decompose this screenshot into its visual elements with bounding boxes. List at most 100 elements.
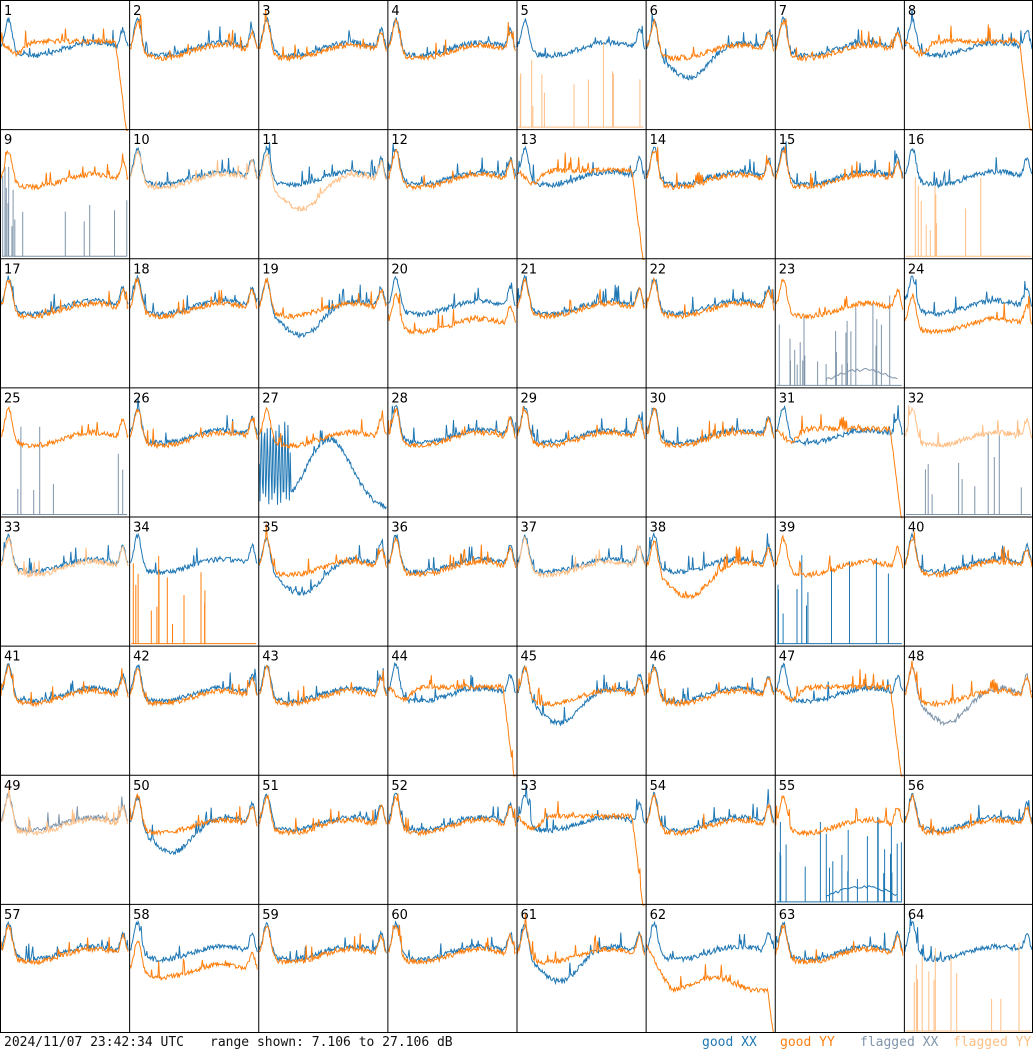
good-yy-series xyxy=(387,292,516,336)
panel-label: 61 xyxy=(521,908,538,923)
panel: 50 xyxy=(129,779,258,856)
good-xx-series xyxy=(387,404,516,446)
panel-label: 63 xyxy=(779,908,796,923)
good-yy-series xyxy=(775,414,903,519)
good-yy-series xyxy=(258,793,387,836)
panel: 41 xyxy=(0,650,129,708)
panel-label: 48 xyxy=(908,650,925,665)
panel: 34 xyxy=(129,521,258,645)
panel-label: 20 xyxy=(391,262,408,277)
panel: 31 xyxy=(775,391,904,519)
good-xx-series xyxy=(258,421,387,510)
good-yy-series xyxy=(258,524,387,578)
panel: 23 xyxy=(775,262,904,386)
panel-label: 11 xyxy=(262,133,279,148)
panel: 62 xyxy=(646,908,775,1033)
panel-label: 4 xyxy=(391,4,399,19)
good-yy-series xyxy=(129,940,258,982)
panel: 10 xyxy=(129,133,258,190)
panel: 52 xyxy=(387,779,516,837)
panel-label: 1 xyxy=(4,4,12,19)
flagged-xx-series xyxy=(2,166,128,257)
panel-label: 15 xyxy=(779,133,796,148)
legend-flagged-xx: flagged XX xyxy=(860,1035,939,1050)
panel-label: 44 xyxy=(391,650,408,665)
good-xx-series xyxy=(646,14,775,81)
panel-label: 40 xyxy=(908,521,925,536)
panel-label: 29 xyxy=(521,391,538,406)
good-yy-series xyxy=(775,794,904,838)
good-yy-series xyxy=(775,278,904,320)
good-yy-series xyxy=(259,664,387,708)
good-yy-series xyxy=(129,792,258,836)
panel: 43 xyxy=(258,650,387,708)
panel: 26 xyxy=(129,391,258,450)
good-yy-series xyxy=(517,913,646,965)
panel: 3 xyxy=(258,4,387,62)
good-xx-series xyxy=(646,663,775,705)
panel: 19 xyxy=(258,262,387,339)
panel: 38 xyxy=(646,521,775,600)
panel-label: 23 xyxy=(779,262,796,277)
good-yy-series xyxy=(775,534,904,579)
panel-label: 46 xyxy=(650,650,667,665)
panel-label: 8 xyxy=(908,4,916,19)
panel-label: 31 xyxy=(779,391,796,406)
panel-label: 7 xyxy=(779,4,787,19)
good-yy-series xyxy=(775,18,904,63)
panel-label: 6 xyxy=(650,4,658,19)
panel: 17 xyxy=(0,262,129,321)
panel-label: 54 xyxy=(650,779,667,794)
timestamp-label: 2024/11/07 23:42:34 UTC xyxy=(4,1035,185,1050)
panel: 56 xyxy=(904,779,1033,837)
good-xx-series xyxy=(0,662,129,705)
good-yy-series xyxy=(904,660,1033,708)
good-xx-series xyxy=(129,397,258,446)
panel: 64 xyxy=(904,908,1033,1032)
panel: 61 xyxy=(517,908,646,986)
panel-label: 9 xyxy=(4,133,12,148)
good-yy-series xyxy=(646,406,775,449)
panel-label: 56 xyxy=(908,779,925,794)
panel: 13 xyxy=(517,133,646,260)
panel: 1 xyxy=(0,4,129,131)
good-xx-series xyxy=(775,141,904,188)
panel: 54 xyxy=(646,779,775,837)
good-xx-series xyxy=(258,141,387,189)
panel-label: 18 xyxy=(133,262,150,277)
panel-label: 57 xyxy=(4,908,21,923)
panel-label: 37 xyxy=(521,521,538,536)
legend-good-yy: good YY xyxy=(780,1035,835,1050)
panel: 46 xyxy=(646,650,775,708)
panel-label: 58 xyxy=(133,908,150,923)
panel: 47 xyxy=(775,650,904,777)
good-xx-series xyxy=(517,405,645,447)
good-yy-series xyxy=(259,406,387,450)
good-xx-series xyxy=(904,275,1033,318)
good-xx-series xyxy=(646,407,775,446)
panel-label: 16 xyxy=(908,133,925,148)
good-yy-series xyxy=(904,293,1033,336)
good-xx-series xyxy=(517,18,646,59)
good-yy-series xyxy=(904,24,1032,131)
good-xx-series xyxy=(517,664,646,727)
panel: 11 xyxy=(258,133,387,212)
good-xx-series xyxy=(646,531,775,575)
panel-label: 13 xyxy=(521,133,538,148)
panel: 25 xyxy=(0,391,129,515)
panel: 33 xyxy=(0,521,129,579)
panel-label: 41 xyxy=(4,650,21,665)
panel-label: 43 xyxy=(262,650,279,665)
good-xx-series xyxy=(129,274,258,318)
panel: 63 xyxy=(775,908,904,965)
good-xx-series xyxy=(387,662,516,705)
good-yy-series xyxy=(129,14,258,62)
panel: 44 xyxy=(387,650,516,777)
good-xx-series xyxy=(258,664,387,705)
good-yy-series xyxy=(387,148,516,192)
panel: 48 xyxy=(904,650,1033,727)
panel-label: 10 xyxy=(133,133,150,148)
good-xx-series xyxy=(387,920,516,964)
panel: 28 xyxy=(387,391,516,448)
good-xx-series xyxy=(129,919,258,964)
